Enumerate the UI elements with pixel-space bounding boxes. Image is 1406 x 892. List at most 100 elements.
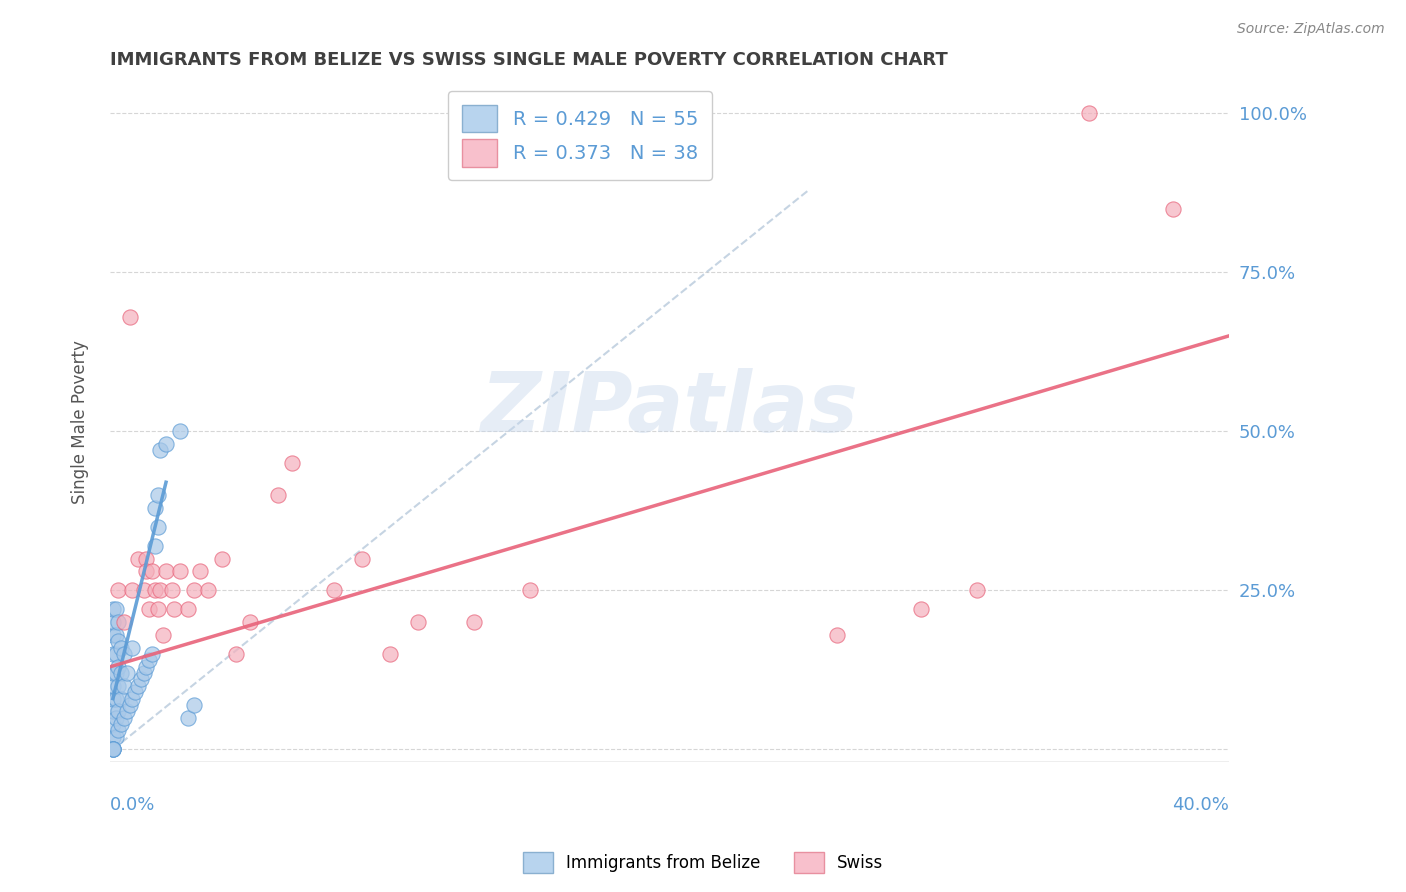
Point bbox=[322, 583, 344, 598]
Point bbox=[121, 640, 143, 655]
Point bbox=[350, 551, 373, 566]
Point bbox=[132, 666, 155, 681]
Text: ZIPatlas: ZIPatlas bbox=[481, 368, 859, 449]
Point bbox=[827, 628, 849, 642]
Point bbox=[138, 602, 160, 616]
Point bbox=[188, 564, 211, 578]
Point bbox=[107, 659, 129, 673]
Point bbox=[104, 628, 127, 642]
Point bbox=[138, 653, 160, 667]
Point bbox=[101, 742, 124, 756]
Y-axis label: Single Male Poverty: Single Male Poverty bbox=[72, 340, 89, 504]
Point bbox=[101, 742, 124, 756]
Point bbox=[101, 717, 124, 731]
Point bbox=[155, 437, 177, 451]
Point bbox=[104, 711, 127, 725]
Point bbox=[121, 691, 143, 706]
Point bbox=[146, 602, 169, 616]
Point bbox=[101, 602, 124, 616]
Point bbox=[107, 679, 129, 693]
Point bbox=[1161, 202, 1184, 216]
Point bbox=[183, 698, 205, 712]
Point bbox=[104, 691, 127, 706]
Legend: Immigrants from Belize, Swiss: Immigrants from Belize, Swiss bbox=[516, 846, 890, 880]
Point bbox=[155, 564, 177, 578]
Point bbox=[1078, 106, 1101, 120]
Point bbox=[107, 704, 129, 718]
Point bbox=[101, 666, 124, 681]
Point bbox=[104, 666, 127, 681]
Point bbox=[104, 730, 127, 744]
Point bbox=[112, 615, 135, 630]
Point bbox=[519, 583, 541, 598]
Point bbox=[132, 583, 155, 598]
Point bbox=[112, 647, 135, 661]
Point bbox=[107, 583, 129, 598]
Point bbox=[110, 691, 132, 706]
Point bbox=[910, 602, 932, 616]
Point bbox=[115, 704, 138, 718]
Point bbox=[101, 704, 124, 718]
Point bbox=[107, 723, 129, 738]
Text: IMMIGRANTS FROM BELIZE VS SWISS SINGLE MALE POVERTY CORRELATION CHART: IMMIGRANTS FROM BELIZE VS SWISS SINGLE M… bbox=[110, 51, 948, 69]
Point bbox=[110, 640, 132, 655]
Point bbox=[463, 615, 485, 630]
Point bbox=[107, 634, 129, 648]
Point bbox=[141, 564, 163, 578]
Point bbox=[104, 647, 127, 661]
Point bbox=[146, 488, 169, 502]
Point bbox=[966, 583, 988, 598]
Point bbox=[118, 310, 141, 324]
Point bbox=[143, 500, 166, 515]
Point bbox=[101, 730, 124, 744]
Point bbox=[101, 628, 124, 642]
Point bbox=[149, 443, 172, 458]
Point bbox=[141, 647, 163, 661]
Point bbox=[143, 583, 166, 598]
Point bbox=[135, 551, 157, 566]
Point bbox=[101, 679, 124, 693]
Text: Source: ZipAtlas.com: Source: ZipAtlas.com bbox=[1237, 22, 1385, 37]
Point bbox=[101, 647, 124, 661]
Point bbox=[163, 602, 186, 616]
Point bbox=[183, 583, 205, 598]
Point bbox=[197, 583, 219, 598]
Point bbox=[143, 539, 166, 553]
Point bbox=[211, 551, 233, 566]
Point bbox=[169, 425, 191, 439]
Point bbox=[177, 602, 200, 616]
Point bbox=[149, 583, 172, 598]
Point bbox=[225, 647, 247, 661]
Point bbox=[101, 742, 124, 756]
Point bbox=[281, 456, 304, 470]
Point bbox=[101, 615, 124, 630]
Point bbox=[112, 679, 135, 693]
Point bbox=[160, 583, 183, 598]
Point bbox=[101, 691, 124, 706]
Point bbox=[129, 673, 152, 687]
Point bbox=[152, 628, 174, 642]
Point bbox=[406, 615, 429, 630]
Point bbox=[127, 679, 149, 693]
Point bbox=[378, 647, 401, 661]
Legend: R = 0.429   N = 55, R = 0.373   N = 38: R = 0.429 N = 55, R = 0.373 N = 38 bbox=[449, 91, 711, 180]
Point bbox=[177, 711, 200, 725]
Point bbox=[267, 488, 290, 502]
Point bbox=[169, 564, 191, 578]
Point bbox=[239, 615, 262, 630]
Point bbox=[135, 659, 157, 673]
Point bbox=[146, 520, 169, 534]
Point bbox=[110, 717, 132, 731]
Point bbox=[107, 615, 129, 630]
Point bbox=[104, 602, 127, 616]
Point bbox=[127, 551, 149, 566]
Point bbox=[121, 583, 143, 598]
Point bbox=[101, 742, 124, 756]
Point bbox=[112, 711, 135, 725]
Point bbox=[110, 666, 132, 681]
Point bbox=[124, 685, 146, 699]
Point bbox=[115, 666, 138, 681]
Point bbox=[135, 564, 157, 578]
Text: 0.0%: 0.0% bbox=[110, 797, 156, 814]
Text: 40.0%: 40.0% bbox=[1173, 797, 1229, 814]
